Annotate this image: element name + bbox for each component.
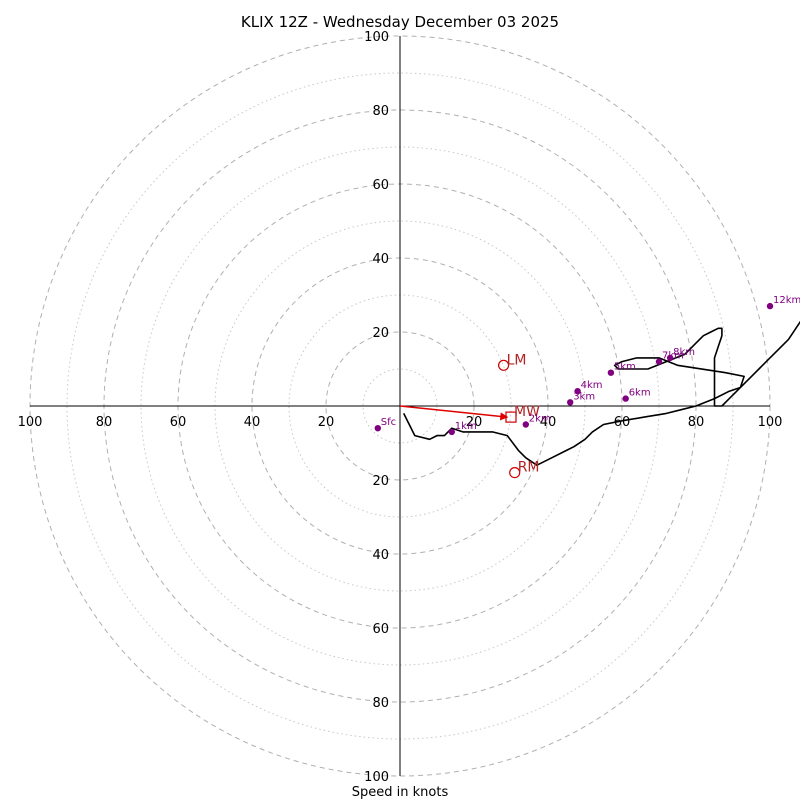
height-label-8km: 8km [673,347,695,358]
storm-motion-layer: LM MW RM [399,352,540,479]
height-marker-4km [574,388,581,395]
height-marker-8km [666,354,674,362]
height-marker-2km [522,421,529,428]
height-label-1km: 1km [455,421,477,432]
x-tick-label: 20 [466,415,483,430]
storm-motion-label-lm: LM [507,352,527,368]
storm-motion-marker-rm [509,467,521,479]
height-marker-3km [567,399,574,406]
height-label-2km: 2km [529,414,551,425]
height-marker-6km [622,395,629,402]
height-label-7km: 7km [662,351,684,362]
x-tick-label: 40 [540,415,557,430]
chart-title: KLIX 12Z - Wednesday December 03 2025 [241,13,559,31]
y-tick-label: 60 [372,178,389,193]
height-label-3km: 3km [573,391,595,402]
mean-wind-vector [399,405,509,421]
y-tick-label: 80 [372,104,389,119]
storm-motion-marker-lm [498,359,510,371]
x-tick-label: 100 [18,415,43,430]
y-tick-label: 20 [372,326,389,341]
y-tick-label: 20 [372,474,389,489]
x-tick-label: 60 [614,415,631,430]
y-tick-label: 100 [364,770,389,785]
x-tick-label: 80 [96,415,113,430]
height-marker-sfc [374,425,381,432]
height-label-12km: 12km [773,295,800,306]
height-marker-12km [766,302,774,310]
storm-motion-label-mw: MW [514,404,540,420]
trace-layer [402,320,800,467]
height-label-6km: 6km [629,388,651,399]
height-label-sfc: Sfc [381,417,396,428]
storm-motion-label-rm: RM [518,460,540,476]
y-tick-label: 80 [372,696,389,711]
x-axis-label: Speed in knots [352,785,449,800]
x-tick-label: 20 [318,415,335,430]
tick-labels: 100 100 80 80 60 60 40 40 20 20 20 20 40 40 60 60 80 80 10… [18,30,783,785]
height-marker-1km [448,428,455,436]
height-marker-7km [655,358,663,365]
height-label-4km: 4km [581,380,603,391]
y-tick-label: 60 [372,622,389,637]
height-marker-5km [607,369,615,376]
x-tick-label: 40 [244,415,261,430]
y-tick-label: 100 [364,30,389,45]
x-tick-label: 100 [758,415,783,430]
height-label-5km: 5km [614,362,636,373]
y-tick-label: 40 [372,548,389,563]
storm-motion-marker-mw [505,411,517,423]
y-tick-label: 40 [372,252,389,267]
x-tick-label: 60 [170,415,187,430]
x-tick-label: 80 [688,415,705,430]
wind-trace-line [402,320,800,467]
